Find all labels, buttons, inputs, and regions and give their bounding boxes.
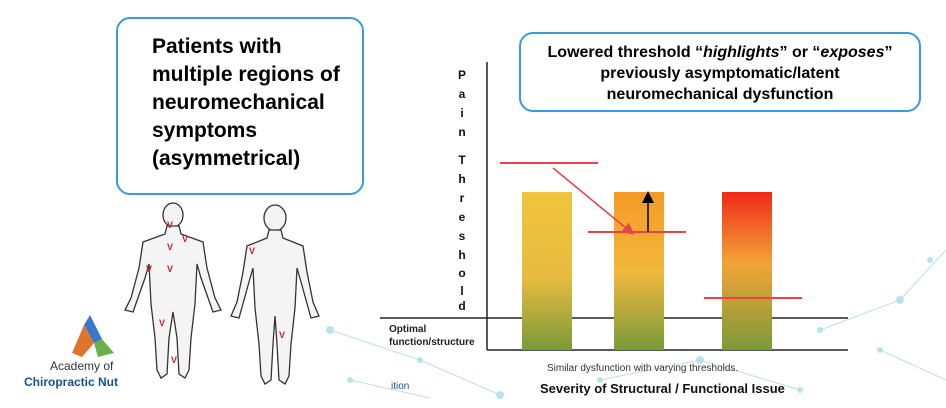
callout-text-part: ” or “ xyxy=(779,44,821,61)
y-axis-letter: o xyxy=(458,266,466,280)
symptom-marker: V xyxy=(159,318,165,328)
callout-line-3: neuromechanical dysfunction xyxy=(606,86,834,103)
logo-line-1: Academy of xyxy=(50,359,114,373)
logo-text-fragment: ition xyxy=(391,381,410,392)
y-axis-letter: r xyxy=(459,191,465,205)
y-axis-letter: n xyxy=(458,125,466,139)
symptom-marker: V xyxy=(146,264,152,274)
symptom-marker: V xyxy=(171,355,177,365)
y-axis-letter: h xyxy=(458,172,466,186)
symptom-marker: V xyxy=(167,220,173,230)
body-diagrams: V V V V V V V V V xyxy=(124,202,320,385)
callout-text-part: Lowered threshold “ xyxy=(547,44,704,61)
callout-patients-text: Patients with multiple regions of neurom… xyxy=(152,35,340,170)
academy-logo-icon xyxy=(72,315,114,357)
y-axis-letter: e xyxy=(458,210,466,224)
x-axis-caption: Similar dysfunction with varying thresho… xyxy=(547,363,738,374)
callout-lowered-threshold: Lowered threshold “highlights” or “expos… xyxy=(519,32,921,112)
symptom-marker: V xyxy=(249,246,255,256)
optimal-label-line2: function/structure xyxy=(389,337,475,348)
y-axis-letter: P xyxy=(457,68,466,82)
y-axis-letter: l xyxy=(460,284,464,298)
symptom-marker: V xyxy=(167,264,173,274)
callout-line-1: Lowered threshold “highlights” or “expos… xyxy=(531,42,909,63)
y-axis-letter: h xyxy=(458,248,466,262)
symptom-marker: V xyxy=(182,234,188,244)
bar-2 xyxy=(614,192,664,350)
callout-line-2: previously asymptomatic/latent xyxy=(600,65,840,82)
callout-highlights-word: highlights xyxy=(703,44,780,61)
symptom-marker: V xyxy=(279,330,285,340)
y-axis-letter: s xyxy=(458,229,466,243)
logo-line-2: Chiropractic Nut xyxy=(24,375,119,389)
posterior-body-figure xyxy=(124,202,222,379)
callout-text-part: ” xyxy=(884,44,893,61)
optimal-label-line1: Optimal xyxy=(389,324,426,335)
bar-3 xyxy=(722,192,772,350)
y-axis-letter: d xyxy=(458,299,466,313)
y-axis-letter: T xyxy=(458,153,466,167)
x-axis-title: Severity of Structural / Functional Issu… xyxy=(540,381,785,396)
y-axis-letter: i xyxy=(460,106,464,120)
callout-patients: Patients with multiple regions of neurom… xyxy=(116,17,364,195)
threshold-drop-arrow xyxy=(552,167,635,235)
symptom-marker: V xyxy=(167,242,173,252)
anterior-body-figure xyxy=(230,204,320,385)
y-axis-letter: a xyxy=(458,87,466,101)
bar-1 xyxy=(522,192,572,350)
callout-exposes-word: exposes xyxy=(820,44,885,61)
